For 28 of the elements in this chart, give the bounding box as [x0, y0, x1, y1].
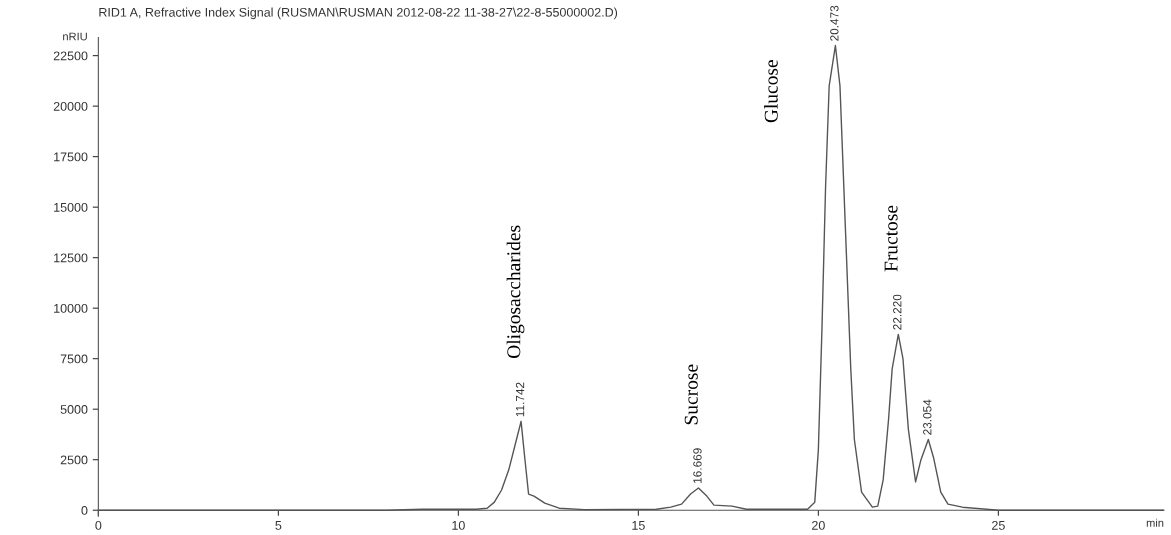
- x-tick-label: 0: [95, 520, 102, 530]
- y-axis-title: nRIU: [63, 32, 87, 41]
- annotation: Fructose: [884, 205, 898, 272]
- annotation: Glucose: [764, 60, 778, 123]
- annotation: 11.742: [515, 382, 525, 417]
- x-tick-label: 5: [275, 521, 282, 530]
- y-tick-label: 12500: [54, 253, 88, 263]
- annotation: 22.220: [893, 294, 902, 330]
- x-tick-label: 15: [632, 521, 645, 530]
- annotation: 16.669: [693, 448, 702, 483]
- x-tick-label: 25: [992, 520, 1005, 530]
- y-tick-label: 22500: [53, 51, 88, 61]
- annotation: 20.473: [830, 5, 839, 41]
- x-axis-title: min: [1146, 518, 1164, 527]
- y-tick-label: 20000: [53, 101, 88, 111]
- y-tick-label: 17500: [54, 152, 88, 162]
- y-tick-label: 10000: [54, 303, 88, 313]
- annotation: Sucrose: [684, 364, 698, 425]
- y-tick-label: 0: [81, 506, 88, 515]
- x-tick-label: 20: [812, 520, 825, 530]
- y-tick-label: 7500: [60, 354, 88, 364]
- y-tick-label: 2500: [60, 455, 88, 465]
- y-tick-label: 5000: [60, 405, 88, 414]
- annotation: 23.054: [923, 399, 932, 435]
- chart-title: RID1 A, Refractive Index Signal (RUSMAN\RUSMAN 2012-08-22 11-38-27\22-8-55000002.D): [99, 7, 618, 20]
- annotation: Oligosaccharides: [506, 225, 525, 359]
- x-tick-label: 10: [452, 520, 465, 530]
- y-tick-label: 15000: [54, 202, 88, 212]
